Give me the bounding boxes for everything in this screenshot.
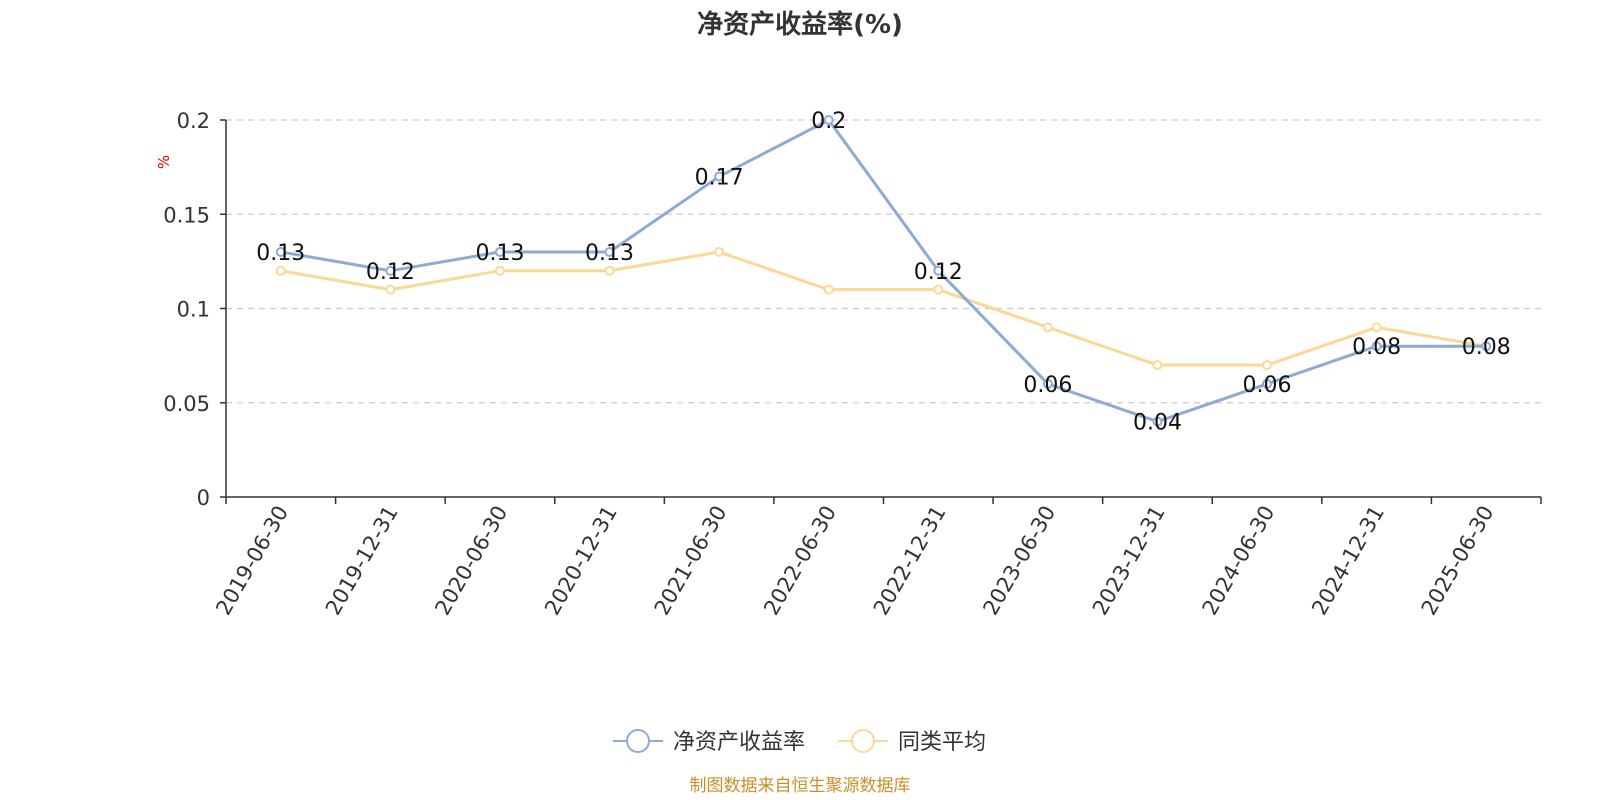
data-point xyxy=(714,171,725,182)
series-line xyxy=(280,250,1487,367)
data-point xyxy=(1262,378,1273,389)
x-tick-label: 2022-06-30 xyxy=(759,502,841,620)
data-point xyxy=(275,246,286,257)
data-label: 0.04 xyxy=(1133,411,1182,436)
x-tick-label: 2020-06-30 xyxy=(430,502,512,620)
axes: 0 0.05 0.1 0.15 0.2 2019-06-30 2019-12-31 2020-… xyxy=(163,109,1542,620)
data-point xyxy=(933,265,944,276)
data-point xyxy=(494,246,505,257)
series-lines xyxy=(275,115,1492,427)
y-tick-label: 0.15 xyxy=(163,203,210,227)
y-tick-label: 0.2 xyxy=(177,109,210,133)
x-tick-label: 2022-12-31 xyxy=(869,502,951,620)
legend[interactable]: 净资产收益率 同类平均 xyxy=(613,729,986,755)
x-tick-label: 2019-06-30 xyxy=(211,502,293,620)
data-point xyxy=(1481,341,1492,352)
data-label: 0.08 xyxy=(1352,335,1401,360)
data-point xyxy=(385,265,396,276)
legend-label: 净资产收益率 xyxy=(673,730,805,755)
y-axis-unit-label: % xyxy=(155,155,173,169)
y-tick-label: 0 xyxy=(197,486,210,510)
x-tick-label: 2021-06-30 xyxy=(650,502,732,620)
data-labels: 0.13 0.12 0.13 0.13 0.17 0.2 0.12 0.06 0.04 0.06 0… xyxy=(256,109,1510,436)
x-tick-label: 2025-06-30 xyxy=(1417,502,1499,620)
legend-marker-icon xyxy=(626,729,650,753)
data-point xyxy=(1262,360,1273,371)
data-label: 0.12 xyxy=(366,260,415,285)
x-tick-label: 2024-06-30 xyxy=(1198,502,1280,620)
legend-item[interactable]: 净资产收益率 xyxy=(613,729,805,755)
data-point xyxy=(275,265,286,276)
data-label: 0.12 xyxy=(914,260,963,285)
data-label: 0.2 xyxy=(811,109,846,134)
y-tick-label: 0.05 xyxy=(163,392,210,416)
x-tick-label: 2020-12-31 xyxy=(540,502,622,620)
chart-title: 净资产收益率(%) xyxy=(697,9,903,40)
legend-marker-icon xyxy=(851,729,875,753)
x-tick-label: 2019-12-31 xyxy=(321,502,403,620)
data-point xyxy=(604,246,615,257)
data-point xyxy=(1042,322,1053,333)
data-point xyxy=(823,115,834,125)
data-label: 0.06 xyxy=(1023,373,1072,398)
data-point xyxy=(1371,322,1382,333)
data-point xyxy=(1371,341,1382,352)
grid-lines xyxy=(226,119,1541,404)
data-label: 0.13 xyxy=(585,241,634,266)
data-point xyxy=(714,246,725,257)
legend-item[interactable]: 同类平均 xyxy=(838,729,986,755)
data-point xyxy=(494,265,505,276)
legend-label: 同类平均 xyxy=(898,730,986,755)
y-tick-label: 0.1 xyxy=(177,298,210,322)
data-label: 0.17 xyxy=(695,166,744,191)
data-point xyxy=(604,265,615,276)
data-label: 0.13 xyxy=(475,241,524,266)
data-label: 0.06 xyxy=(1243,373,1292,398)
series-line xyxy=(280,118,1487,424)
x-tick-label: 2023-12-31 xyxy=(1088,502,1170,620)
data-label: 0.08 xyxy=(1462,335,1511,360)
data-point xyxy=(933,284,944,295)
data-point xyxy=(1152,416,1163,427)
x-tick-label: 2023-06-30 xyxy=(978,502,1060,620)
data-point xyxy=(823,284,834,295)
data-point xyxy=(385,284,396,295)
data-label: 0.13 xyxy=(256,241,305,266)
source-note: 制图数据来自恒生聚源数据库 xyxy=(690,776,911,796)
x-tick-label: 2024-12-31 xyxy=(1307,502,1389,620)
data-point xyxy=(1152,360,1163,371)
data-point xyxy=(1042,378,1053,389)
